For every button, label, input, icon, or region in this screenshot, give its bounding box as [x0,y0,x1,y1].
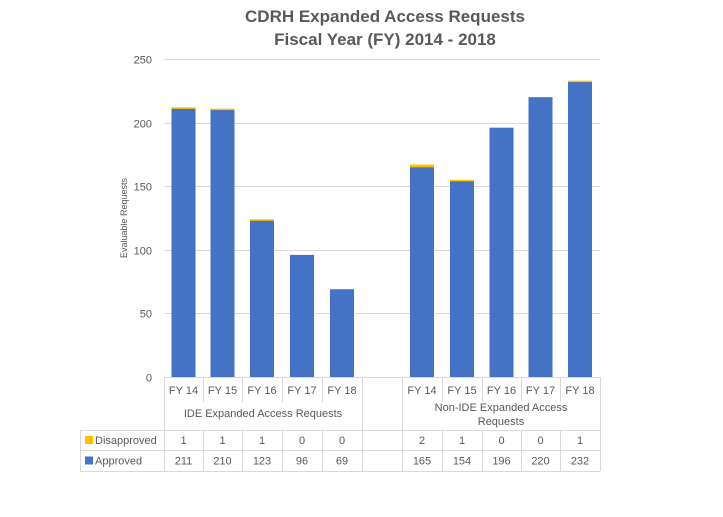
table-value-approved: 154 [453,456,471,468]
x-tick-label: FY 14 [169,385,198,397]
table-value-disapproved: 1 [180,435,186,447]
bar-approved-1-3 [528,97,553,377]
y-tick-label: 50 [140,309,152,321]
bar-disapproved-0-2 [250,219,274,221]
bar-approved-1-0 [410,167,434,377]
y-tick-label: 150 [134,182,152,194]
table-value-approved: 196 [492,456,510,468]
table-value-disapproved: 1 [577,435,583,447]
bar-approved-0-3 [290,254,314,377]
x-tick-label: FY 16 [247,385,276,397]
data-table: FY 14 FY 15 FY 16 FY 17 FY 18 IDE Expanded Ac… [80,377,601,472]
table-value-disapproved: 1 [259,435,265,447]
bar-approved-0-2 [250,220,274,377]
table-value-approved: 220 [531,456,549,468]
y-tick-label: 0 [146,373,152,385]
bar-approved-1-1 [450,181,474,377]
x-tick-label: FY 15 [447,385,476,397]
bar-approved-1-2 [489,127,514,377]
group-label: IDE Expanded Access Requests [184,408,343,420]
table-value-approved: 69 [336,456,348,468]
table-value-approved: 96 [296,456,308,468]
x-tick-label: FY 16 [487,385,516,397]
chart-title-line-2: Fiscal Year (FY) 2014 - 2018 [274,30,496,49]
y-tick-label: 200 [134,119,152,131]
table-value-approved: 123 [253,456,271,468]
y-axis-ticks: 0 50 100 150 200 250 [134,55,152,385]
legend-label-approved: Approved [95,456,142,468]
group-label: Non-IDE Expanded Access [435,402,568,414]
legend-swatch-approved [85,456,93,465]
gridlines [164,59,600,314]
table-value-approved: 232 [571,456,589,468]
table-value-disapproved: 0 [339,435,345,447]
table-value-approved: 211 [175,456,193,468]
y-tick-label: 100 [134,246,152,258]
chart-title-line-1: CDRH Expanded Access Requests [245,7,525,26]
y-tick-label: 250 [134,55,152,67]
table-value-disapproved: 2 [419,435,425,447]
x-tick-label: FY 18 [565,385,594,397]
bars [171,80,592,377]
table-value-disapproved: 0 [537,435,543,447]
bar-approved-0-1 [210,109,235,377]
x-tick-label: FY 17 [526,385,555,397]
chart-title: CDRH Expanded Access Requests Fiscal Yea… [245,7,525,49]
bar-approved-1-4 [568,81,592,377]
bar-disapproved-0-1 [210,108,235,111]
x-tick-label: FY 15 [208,385,237,397]
x-tick-label: FY 14 [407,385,436,397]
table-value-disapproved: 0 [299,435,305,447]
bar-disapproved-1-0 [410,164,434,168]
legend-swatch-disapproved [85,436,93,444]
bar-approved-0-4 [330,289,354,377]
bar-disapproved-1-4 [568,80,592,83]
x-tick-label: FY 18 [327,385,356,397]
bar-disapproved-0-0 [171,107,196,109]
table-value-approved: 165 [413,456,431,468]
bar-approved-0-0 [171,108,196,377]
table-value-approved: 210 [213,456,231,468]
group-label: Requests [478,416,525,428]
x-tick-label: FY 17 [287,385,316,397]
table-value-disapproved: 1 [219,435,225,447]
table-value-disapproved: 1 [459,435,465,447]
y-axis-label: Evaluable Requests [119,177,129,258]
legend-label-disapproved: Disapproved [95,435,157,447]
bar-disapproved-1-1 [450,179,474,182]
table-value-disapproved: 0 [498,435,504,447]
